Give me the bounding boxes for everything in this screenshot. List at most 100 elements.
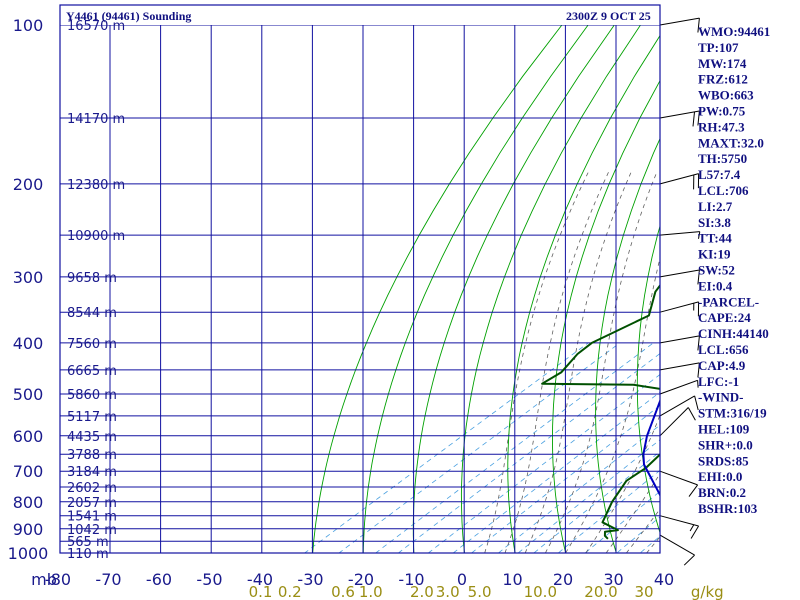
index-value: LFC:-1 [698,374,739,389]
wind-barb [659,470,699,497]
height-level-label: 2602 m [67,481,117,496]
mixing-ratio-label: 30 [634,583,653,600]
mixing-ratio-line [584,490,660,553]
index-value: SHR+:0.0 [698,437,753,452]
temperature-tick-label: 10 [502,570,522,589]
index-value: PW:0.75 [698,104,746,119]
height-level-label: 110 m [67,547,109,562]
height-level-label: 16570 m [67,19,125,34]
mixing-ratio-label: 0.2 [278,583,302,600]
wind-barb [659,534,695,566]
index-value: TT:44 [698,231,732,246]
index-value: L57:7.4 [698,167,741,182]
dry-adiabat-line [636,224,660,535]
mixing-ratio-label: 1.0 [359,583,383,600]
index-value: TP:107 [698,40,739,55]
mixing-ratio-line [557,469,660,553]
pressure-tick-label: 500 [13,385,44,404]
temperature-tick-label: -30 [297,570,323,589]
mixing-ratio-line [616,516,660,553]
moist-adiabat-line [504,172,609,553]
wind-barbs [659,17,701,566]
moist-adiabat-line [585,413,660,553]
height-level-label: 2057 m [67,496,117,511]
index-value: CINH:44140 [698,326,769,341]
wind-barb [659,515,700,539]
moist-adiabat-line [484,172,589,553]
moist-adiabat-line [524,172,632,553]
index-value: STM:316/19 [698,406,767,421]
index-value: CAP:4.9 [698,358,746,373]
wind-barb [659,269,700,285]
index-value: MAXT:32.0 [698,135,764,150]
dewpoint-profile-line [541,283,660,540]
pressure-tick-label: 900 [13,520,44,539]
axis-unit-label: mb [31,570,57,589]
wind-barb [659,17,700,33]
temperature-tick-label: -40 [247,570,273,589]
moist-adiabat-line [605,472,660,553]
height-level-label: 3184 m [67,465,117,480]
temperature-tick-label: 40 [654,570,674,589]
wind-barb [659,395,699,417]
temperature-tick-label: -10 [398,570,424,589]
mixing-ratio-line [452,391,660,553]
index-value: SI:3.8 [698,215,731,230]
index-value: RH:47.3 [698,119,745,134]
mixing-ratio-label: 10.0 [524,583,557,600]
index-value: LCL:656 [698,342,749,357]
dry-adiabat-line [507,34,660,553]
moist-adiabat-line [565,256,660,553]
index-value: BSHR:103 [698,501,758,516]
height-level-label: 1541 m [67,510,117,525]
mixing-ratio-label: g/kg [691,583,724,600]
height-level-label: 5860 m [67,388,117,403]
pressure-tick-label: 300 [13,268,44,287]
pressure-tick-label: 1000 [8,544,49,563]
mixing-ratio-line [427,373,660,553]
pressure-tick-label: 700 [13,462,44,481]
temperature-tick-label: -80 [45,570,71,589]
height-level-label: 7560 m [67,337,117,352]
dry-adiabat-line [552,79,660,553]
height-level-label: 10900 m [67,229,125,244]
dry-adiabat-line [362,25,589,553]
pressure-tick-label: 400 [13,334,44,353]
mixing-ratio-line [497,424,660,553]
height-level-label: 12380 m [67,178,125,193]
wind-barb [659,379,699,395]
wind-barb [659,231,701,239]
stability-indices: WMO:94461TP:107MW:174FRZ:612WBO:663PW:0.… [698,24,770,516]
temperature-tick-label: -60 [146,570,172,589]
dry-adiabat-line [791,25,800,564]
background-lines [60,25,800,564]
mixing-ratio-label: 20.0 [584,583,617,600]
height-level-label: 3788 m [67,448,117,463]
dry-adiabat-line [460,25,641,553]
wind-barb [659,110,700,127]
mixing-ratio-line [639,535,660,553]
height-level-label: 9658 m [67,271,117,286]
index-value: KI:19 [698,247,731,262]
dry-adiabat-line [312,25,563,553]
mixing-ratio-line [397,353,660,553]
plot-frame [59,4,661,554]
wind-barb [659,407,696,437]
mixing-ratio-label: 2.0 [410,583,434,600]
height-level-label: 1042 m [67,523,117,538]
index-value: HEL:109 [698,422,750,437]
temperature-tick-label: -20 [348,570,374,589]
mixing-ratio-label: 0.1 [249,583,273,600]
index-value: LI:2.7 [698,199,733,214]
wind-barb [659,362,700,378]
parcel-profile-line [642,398,660,498]
index-value: LCL:706 [698,183,749,198]
wind-barb [659,173,700,190]
pressure-tick-label: 200 [13,175,44,194]
index-value: -PARCEL- [698,294,759,309]
sounding-datetime: 2300Z 9 OCT 25 [566,9,651,23]
index-value: -WIND- [698,390,744,405]
mixing-ratio-label: 0.6 [331,583,355,600]
